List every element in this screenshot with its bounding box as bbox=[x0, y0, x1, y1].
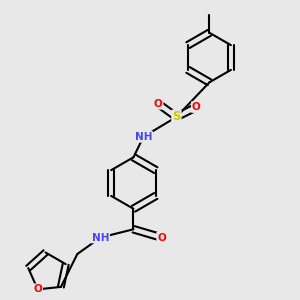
Text: NH: NH bbox=[135, 132, 152, 142]
Text: NH: NH bbox=[92, 232, 109, 242]
Text: S: S bbox=[172, 110, 181, 124]
Text: O: O bbox=[192, 102, 201, 112]
Text: O: O bbox=[154, 99, 163, 109]
Text: O: O bbox=[157, 232, 166, 242]
Text: O: O bbox=[33, 284, 42, 294]
